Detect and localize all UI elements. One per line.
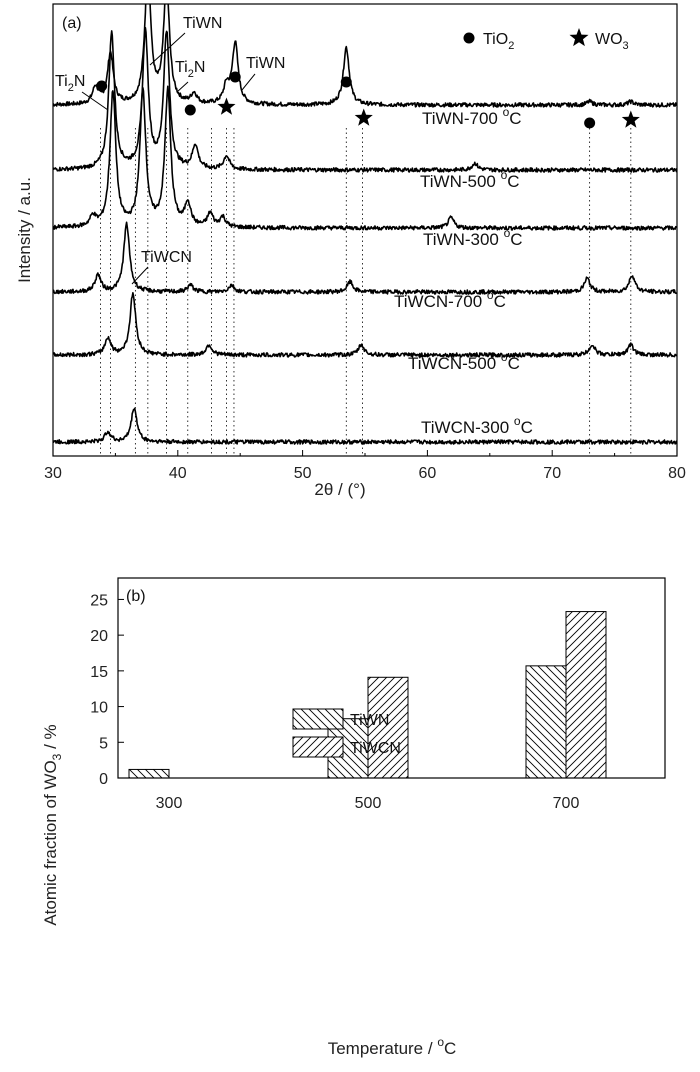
- legend-swatch-tiwn: [292, 708, 344, 730]
- bar-tiwn-300: [128, 768, 170, 779]
- annotation-tiwn-top: TiWN: [183, 15, 222, 32]
- panel-label-a: (a): [62, 15, 82, 32]
- legend-entry-wo3: WO3: [595, 31, 629, 52]
- x-tick-label: 70: [543, 465, 561, 482]
- x-tick-label: 50: [294, 465, 312, 482]
- x-tick-label: 30: [44, 465, 62, 482]
- series-label-tiwn-700: TiWN-700 oC: [422, 105, 522, 128]
- tio2-marker: [184, 104, 196, 116]
- sample-labels: TiWN-700 oC TiWN-500 oC TiWN-300 oC TiWC…: [394, 105, 533, 437]
- wo3-marker: [621, 110, 640, 128]
- series-label-tiwcn-500: TiWCN-500 oC: [408, 350, 520, 373]
- legend-entry-tiwn: TiWN: [350, 712, 389, 729]
- y-tick-label: 15: [90, 664, 108, 681]
- xrd-trace: [53, 407, 677, 445]
- legend-a: TiO2 WO3: [463, 28, 629, 52]
- annotation-tiwn-right: TiWN: [246, 55, 285, 72]
- bar-panel: 0 5 10 15 20 25 300 500 700 (b) TiWN TiWCN Tempe…: [41, 577, 666, 1058]
- panel-label-b: (b): [126, 588, 146, 605]
- legend-marker-wo3: [569, 28, 589, 47]
- annotation-ti2n-right: Ti2N: [175, 59, 205, 80]
- series-label-tiwcn-300: TiWCN-300 oC: [421, 414, 533, 437]
- x-tick-label: 60: [419, 465, 437, 482]
- x-tick-label: 80: [668, 465, 686, 482]
- legend-entry-tio2: TiO2: [483, 31, 514, 52]
- wo3-marker: [217, 97, 236, 115]
- peak-annotations: Ti2N TiWN Ti2N TiWN TiWCN: [55, 15, 285, 285]
- y-axis-label-a: Intensity / a.u.: [15, 177, 34, 283]
- y-tick-label: 25: [90, 592, 108, 609]
- tio2-marker: [96, 80, 108, 92]
- tio2-marker: [229, 71, 241, 83]
- tio2-marker: [584, 117, 596, 129]
- xrd-trace: [53, 221, 677, 295]
- y-axis-label-b: Atomic fraction of WO3 / %: [41, 724, 64, 925]
- x-axis-label-b: Temperature / oC: [328, 1035, 457, 1058]
- phase-markers: [96, 71, 640, 129]
- series-label-tiwn-300: TiWN-300 oC: [423, 226, 523, 249]
- bar-tiwcn-500: [367, 676, 409, 779]
- legend-swatch-tiwcn: [292, 736, 344, 758]
- wo3-marker: [354, 108, 373, 126]
- xrd-trace: [53, 291, 677, 358]
- series-label-tiwn-500: TiWN-500 oC: [420, 168, 520, 191]
- legend-marker-tio2: [463, 32, 475, 44]
- plot-frame-b: [117, 577, 666, 779]
- y-tick-label: 0: [99, 771, 108, 788]
- xrd-trace: [53, 4, 677, 108]
- x-tick-label: 500: [355, 795, 382, 812]
- y-tick-label: 20: [90, 628, 108, 645]
- annotation-arrow-ti2n-right: [176, 81, 189, 93]
- legend-entry-tiwcn: TiWCN: [350, 740, 401, 757]
- annotation-arrow-tiwn-top: [149, 32, 186, 66]
- x-tick-label: 300: [156, 795, 183, 812]
- xrd-trace: [53, 26, 677, 173]
- bar-axis-ticks: 0 5 10 15 20 25 300 500 700: [90, 592, 579, 812]
- x-tick-label: 40: [169, 465, 187, 482]
- series-label-tiwcn-700: TiWCN-700 oC: [394, 288, 506, 311]
- x-tick-label: 700: [553, 795, 580, 812]
- tio2-marker: [340, 76, 352, 88]
- xrd-panel: 30 40 50 60 70 80 (a) TiO2 WO3 TiWN-700 oC Ti…: [15, 3, 686, 499]
- xrd-trace: [53, 85, 677, 231]
- x-axis-label-a: 2θ / (°): [314, 480, 365, 499]
- bar-tiwn-700: [525, 665, 567, 779]
- annotation-arrow-tiwcn: [131, 266, 149, 285]
- y-tick-label: 5: [99, 735, 108, 752]
- legend-b: TiWN TiWCN: [292, 708, 401, 758]
- x-axis-ticks: 30 40 50 60 70 80: [44, 450, 686, 482]
- y-tick-label: 10: [90, 700, 108, 717]
- annotation-arrow-ti2n-left: [81, 91, 109, 111]
- bars: [128, 611, 607, 779]
- annotation-tiwcn: TiWCN: [141, 249, 192, 266]
- annotation-ti2n-left: Ti2N: [55, 73, 85, 94]
- xrd-traces: [53, 4, 677, 445]
- annotation-arrow-tiwn-right: [241, 73, 256, 91]
- bar-tiwcn-700: [565, 611, 607, 779]
